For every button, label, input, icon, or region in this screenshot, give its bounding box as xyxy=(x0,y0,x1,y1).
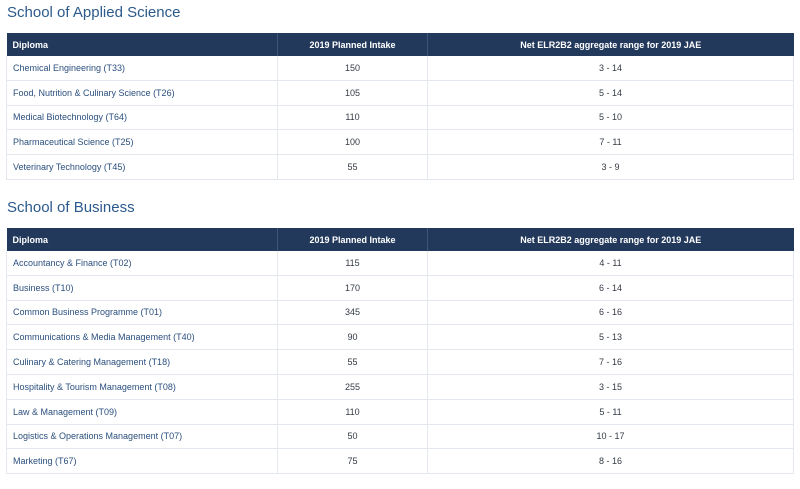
intake-cell: 55 xyxy=(277,349,428,375)
column-header-planned-intake: 2019 Planned Intake xyxy=(277,33,428,56)
intake-cell: 170 xyxy=(277,275,428,301)
column-header-aggregate-range: Net ELR2B2 aggregate range for 2019 JAE xyxy=(427,33,794,56)
range-cell: 8 - 16 xyxy=(427,448,794,475)
range-cell: 3 - 14 xyxy=(427,56,794,81)
range-cell: 5 - 14 xyxy=(427,80,794,106)
section-title-applied-science: School of Applied Science xyxy=(7,4,181,21)
diploma-cell: Business (T10) xyxy=(6,275,278,301)
table-row: Chemical Engineering (T33) 150 3 - 14 xyxy=(6,56,794,81)
range-cell: 5 - 11 xyxy=(427,399,794,425)
intake-cell: 75 xyxy=(277,448,428,475)
range-cell: 3 - 15 xyxy=(427,374,794,400)
table-header-row: Diploma 2019 Planned Intake Net ELR2B2 a… xyxy=(6,228,794,251)
diploma-cell: Logistics & Operations Management (T07) xyxy=(6,424,278,450)
diploma-cell: Accountancy & Finance (T02) xyxy=(6,251,278,276)
section-title-business: School of Business xyxy=(7,199,135,216)
range-cell: 7 - 16 xyxy=(427,349,794,375)
column-header-diploma: Diploma xyxy=(6,228,278,251)
table-row: Pharmaceutical Science (T25) 100 7 - 11 xyxy=(6,129,794,156)
table-row: Common Business Programme (T01) 345 6 - … xyxy=(6,300,794,326)
diploma-cell: Culinary & Catering Management (T18) xyxy=(6,349,278,375)
table-row: Law & Management (T09) 110 5 - 11 xyxy=(6,399,794,425)
table-row: Accountancy & Finance (T02) 115 4 - 11 xyxy=(6,251,794,276)
table-row: Business (T10) 170 6 - 14 xyxy=(6,275,794,301)
table-row: Food, Nutrition & Culinary Science (T26)… xyxy=(6,80,794,106)
diploma-cell: Chemical Engineering (T33) xyxy=(6,56,278,81)
table-row: Medical Biotechnology (T64) 110 5 - 10 xyxy=(6,105,794,131)
range-cell: 6 - 14 xyxy=(427,275,794,301)
table-row: Culinary & Catering Management (T18) 55 … xyxy=(6,349,794,375)
intake-cell: 110 xyxy=(277,105,428,131)
column-header-diploma: Diploma xyxy=(6,33,278,56)
table-row: Hospitality & Tourism Management (T08) 2… xyxy=(6,374,794,400)
business-table: Diploma 2019 Planned Intake Net ELR2B2 a… xyxy=(6,228,794,475)
table-row: Marketing (T67) 75 8 - 16 xyxy=(6,448,794,475)
range-cell: 10 - 17 xyxy=(427,424,794,450)
diploma-cell: Pharmaceutical Science (T25) xyxy=(6,129,278,156)
diploma-cell: Food, Nutrition & Culinary Science (T26) xyxy=(6,80,278,106)
intake-cell: 50 xyxy=(277,424,428,450)
intake-cell: 150 xyxy=(277,56,428,81)
range-cell: 5 - 10 xyxy=(427,105,794,131)
diploma-cell: Veterinary Technology (T45) xyxy=(6,154,278,180)
intake-cell: 115 xyxy=(277,251,428,276)
diploma-cell: Hospitality & Tourism Management (T08) xyxy=(6,374,278,400)
range-cell: 7 - 11 xyxy=(427,129,794,156)
diploma-cell: Law & Management (T09) xyxy=(6,399,278,425)
range-cell: 6 - 16 xyxy=(427,300,794,326)
intake-cell: 345 xyxy=(277,300,428,326)
intake-cell: 100 xyxy=(277,129,428,156)
intake-cell: 55 xyxy=(277,154,428,180)
table-row: Veterinary Technology (T45) 55 3 - 9 xyxy=(6,154,794,180)
table-row: Logistics & Operations Management (T07) … xyxy=(6,424,794,450)
range-cell: 5 - 13 xyxy=(427,324,794,351)
column-header-planned-intake: 2019 Planned Intake xyxy=(277,228,428,251)
table-row: Communications & Media Management (T40) … xyxy=(6,324,794,351)
diploma-cell: Marketing (T67) xyxy=(6,448,278,475)
diploma-cell: Medical Biotechnology (T64) xyxy=(6,105,278,131)
intake-cell: 255 xyxy=(277,374,428,400)
column-header-aggregate-range: Net ELR2B2 aggregate range for 2019 JAE xyxy=(427,228,794,251)
range-cell: 3 - 9 xyxy=(427,154,794,180)
intake-cell: 110 xyxy=(277,399,428,425)
table-header-row: Diploma 2019 Planned Intake Net ELR2B2 a… xyxy=(6,33,794,56)
diploma-cell: Communications & Media Management (T40) xyxy=(6,324,278,351)
range-cell: 4 - 11 xyxy=(427,251,794,276)
intake-cell: 90 xyxy=(277,324,428,351)
applied-science-table: Diploma 2019 Planned Intake Net ELR2B2 a… xyxy=(6,33,794,180)
diploma-cell: Common Business Programme (T01) xyxy=(6,300,278,326)
intake-cell: 105 xyxy=(277,80,428,106)
